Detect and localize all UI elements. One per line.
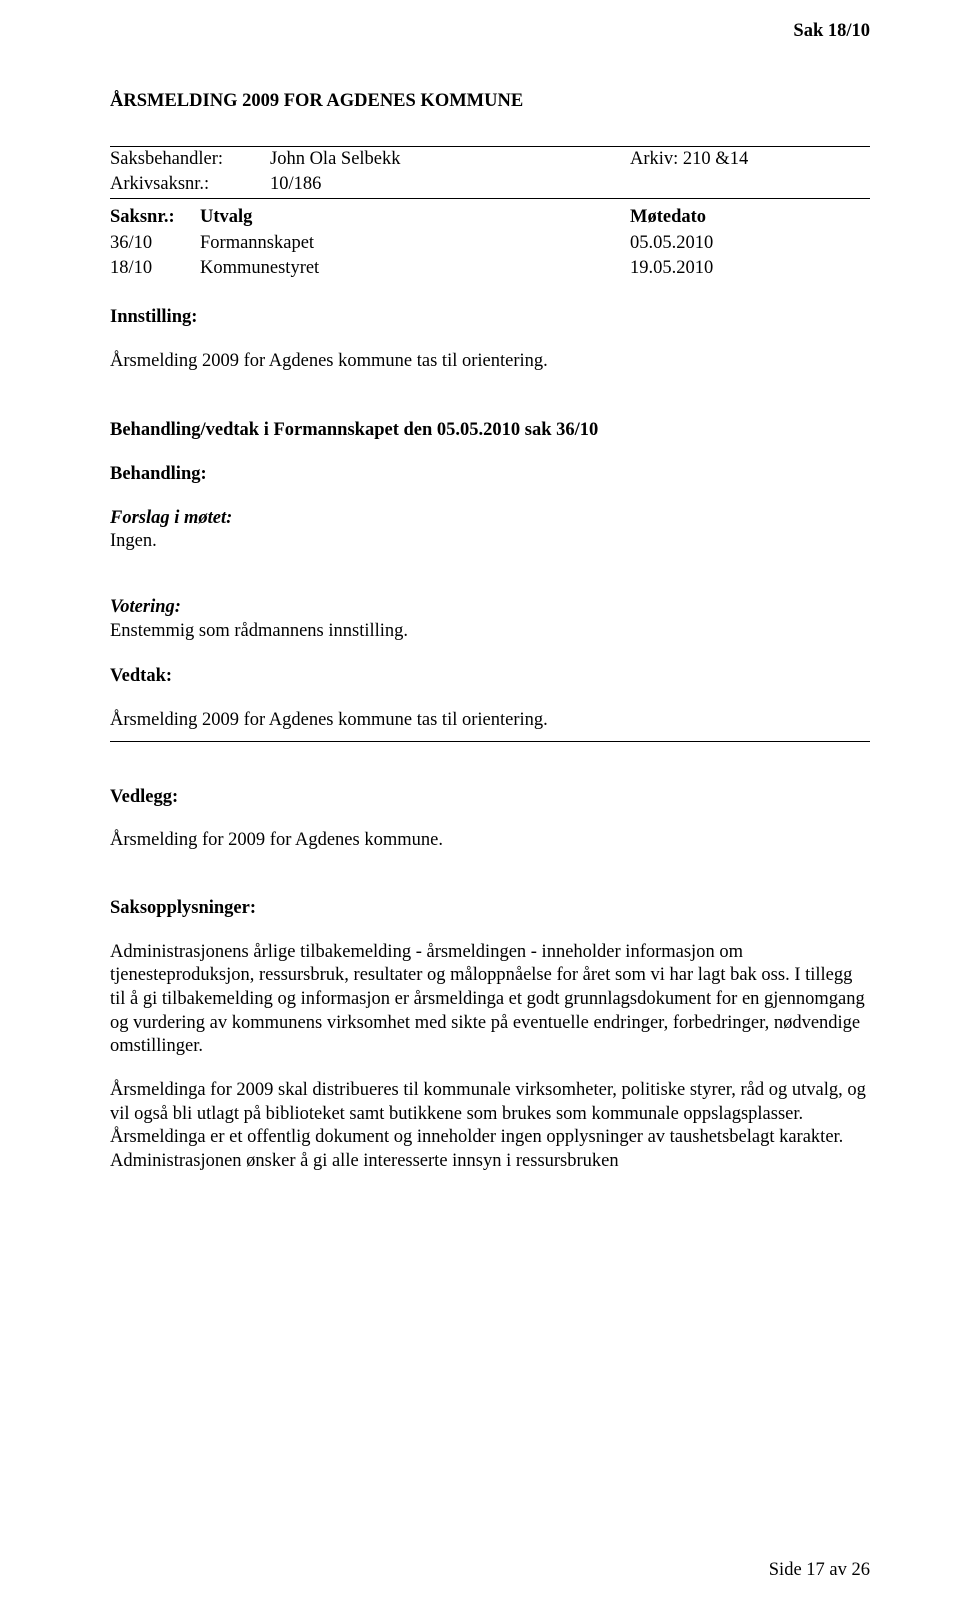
page-footer: Side 17 av 26 [769,1559,870,1583]
saksnr-header: Saksnr.: [110,205,200,231]
vedtak-text: Årsmelding 2009 for Agdenes kommune tas … [110,709,870,733]
vedlegg-heading: Vedlegg: [110,786,870,810]
behandling-heading: Behandling: [110,463,870,487]
behandling-vedtak-heading: Behandling/vedtak i Formannskapet den 05… [110,419,870,443]
forslag-text: Ingen. [110,530,870,554]
utvalg-table: Saksnr.: Utvalg Møtedato 36/10 Formannsk… [110,205,870,282]
votering-heading: Votering: [110,596,870,620]
document-page: Sak 18/10 ÅRSMELDING 2009 FOR AGDENES KO… [0,0,960,1613]
saksbehandler-value: John Ola Selbekk [270,147,630,173]
meta-table: Saksbehandler: John Ola Selbekk Arkiv: 2… [110,147,870,198]
vedtak-heading: Vedtak: [110,665,870,689]
utvalg-header: Utvalg [200,205,630,231]
sak-header: Sak 18/10 [793,20,870,44]
arkivsaksnr-value: 10/186 [270,172,630,198]
saksopplysninger-para1: Administrasjonens årlige tilbakemelding … [110,941,870,1059]
divider [110,198,870,199]
arkivsaksnr-label: Arkivsaksnr.: [110,172,270,198]
motedato-cell: 05.05.2010 [630,231,870,257]
saksopplysninger-para2: Årsmeldinga for 2009 skal distribueres t… [110,1079,870,1174]
saksbehandler-label: Saksbehandler: [110,147,270,173]
motedato-header: Møtedato [630,205,870,231]
innstilling-text: Årsmelding 2009 for Agdenes kommune tas … [110,350,870,374]
arkiv-label: Arkiv: 210 &14 [630,147,870,173]
saksnr-cell: 36/10 [110,231,200,257]
innstilling-heading: Innstilling: [110,306,870,330]
utvalg-row: 18/10 Kommunestyret 19.05.2010 [110,256,870,282]
utvalg-cell: Formannskapet [200,231,630,257]
document-title: ÅRSMELDING 2009 FOR AGDENES KOMMUNE [110,90,870,114]
votering-text: Enstemmig som rådmannens innstilling. [110,620,870,644]
vedlegg-text: Årsmelding for 2009 for Agdenes kommune. [110,829,870,853]
empty-cell [630,172,870,198]
saksnr-cell: 18/10 [110,256,200,282]
saksopplysninger-heading: Saksopplysninger: [110,897,870,921]
utvalg-row: 36/10 Formannskapet 05.05.2010 [110,231,870,257]
utvalg-header-row: Saksnr.: Utvalg Møtedato [110,205,870,231]
utvalg-cell: Kommunestyret [200,256,630,282]
motedato-cell: 19.05.2010 [630,256,870,282]
forslag-heading: Forslag i møtet: [110,507,870,531]
